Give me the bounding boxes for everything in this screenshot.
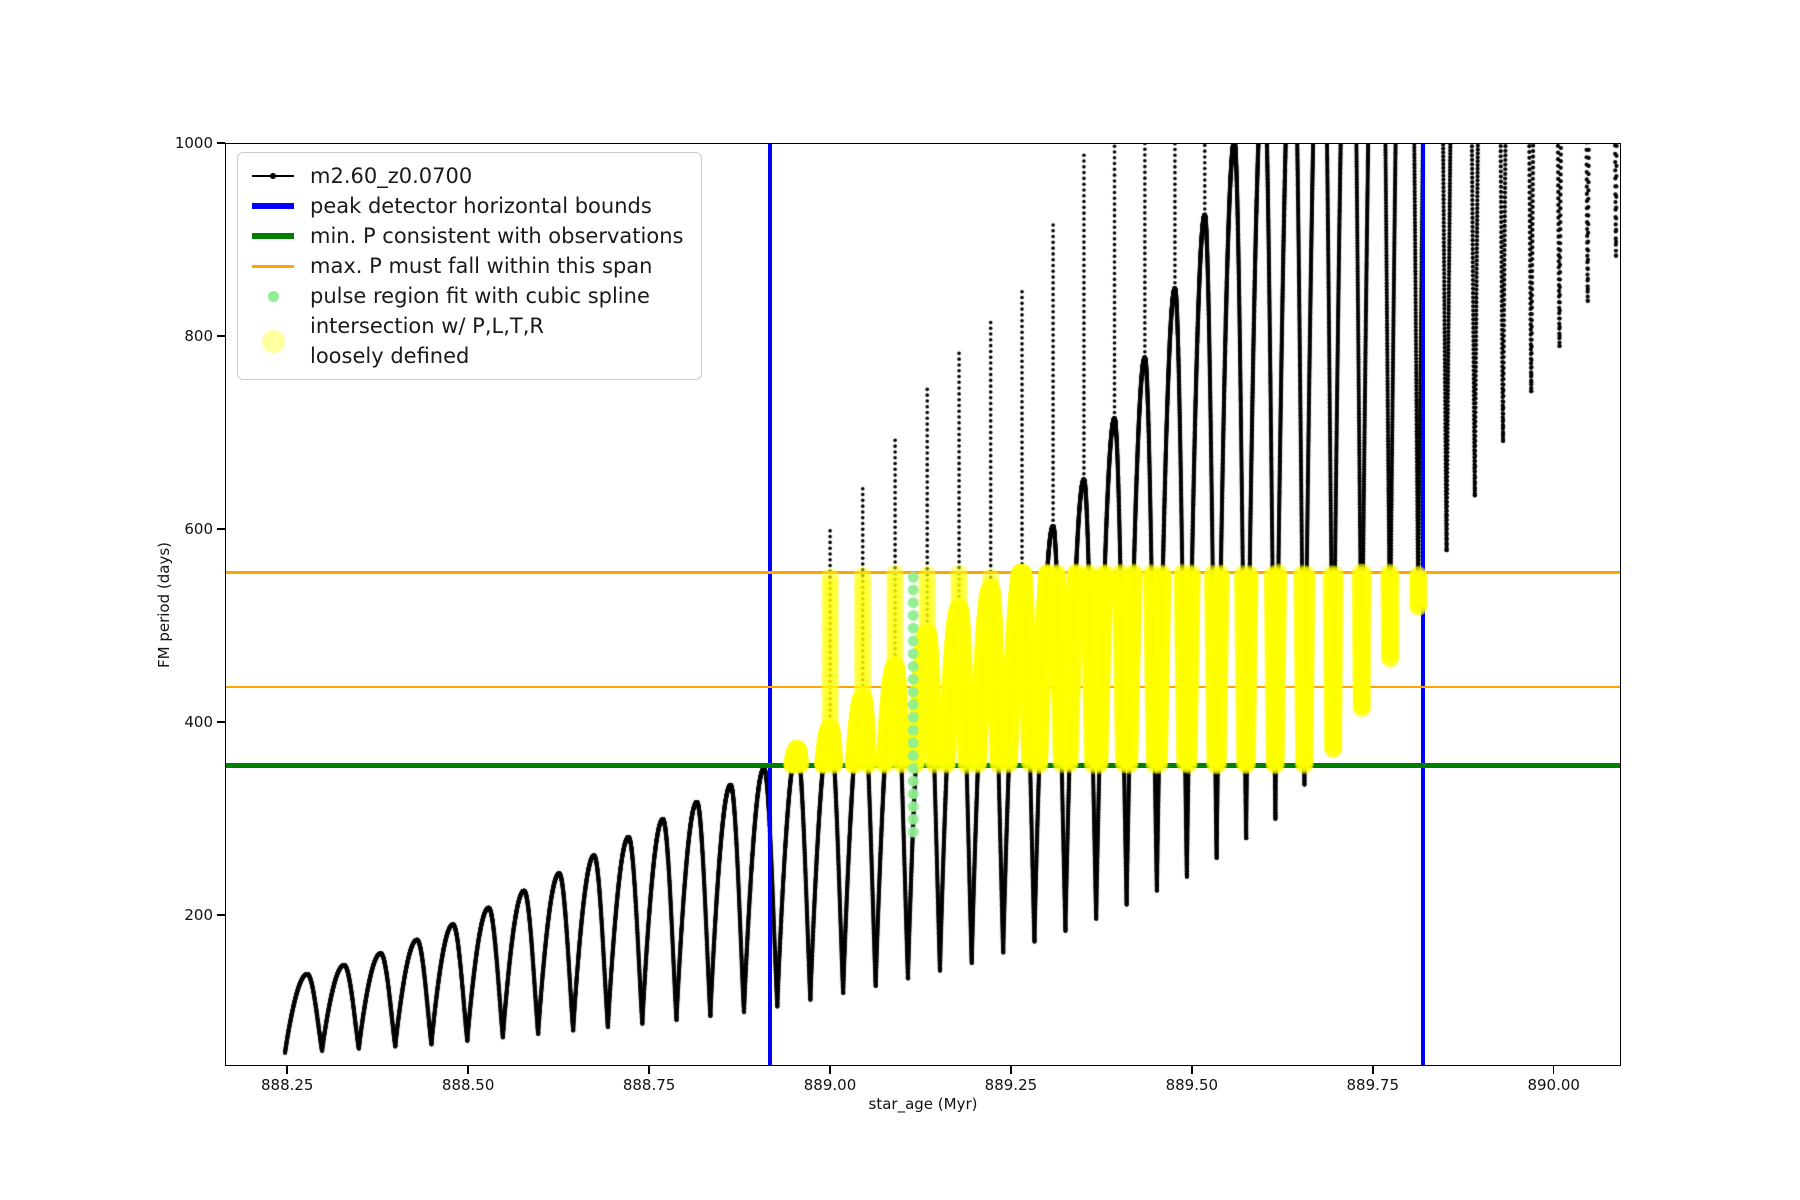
x-tick-label: 890.00	[1527, 1076, 1580, 1094]
y-tick-mark	[217, 914, 225, 916]
legend-swatch-line-marker-icon	[252, 173, 294, 179]
x-tick-label: 888.75	[622, 1076, 676, 1094]
y-tick-mark	[217, 142, 225, 144]
legend-item-4: pulse region fit with cubic spline	[252, 281, 683, 311]
x-tick-mark	[1371, 1066, 1374, 1074]
legend-item-0: m2.60_z0.0700	[252, 161, 683, 191]
x-tick-mark	[286, 1066, 289, 1074]
legend-label: min. P consistent with observations	[310, 224, 684, 248]
y-tick-mark	[217, 721, 225, 723]
x-tick-mark	[1552, 1066, 1555, 1074]
y-tick-label: 800	[184, 326, 213, 345]
legend-swatch-thick-line-icon	[252, 203, 294, 209]
legend-label: peak detector horizontal bounds	[310, 194, 652, 218]
x-tick-label: 889.25	[984, 1076, 1038, 1094]
legend-label: max. P must fall within this span	[310, 254, 653, 278]
x-tick-mark	[1191, 1066, 1193, 1074]
legend-swatch-thick-line-icon	[252, 233, 294, 239]
x-tick-mark	[1010, 1066, 1012, 1074]
x-tick-label: 888.25	[260, 1076, 314, 1094]
y-tick-label: 400	[184, 712, 213, 731]
legend-swatch-medium-line-icon	[252, 264, 294, 268]
x-tick-label: 889.00	[803, 1076, 857, 1094]
x-tick-label: 889.50	[1165, 1076, 1219, 1094]
legend-item-5: intersection w/ P,L,T,R loosely defined	[252, 311, 683, 371]
legend-item-3: max. P must fall within this span	[252, 251, 683, 281]
legend-item-2: min. P consistent with observations	[252, 221, 683, 251]
x-tick-label: 889.75	[1346, 1076, 1400, 1094]
x-tick-mark	[648, 1066, 650, 1074]
legend-swatch-small-dot-icon	[252, 290, 294, 302]
x-axis-label: star_age (Myr)	[868, 1095, 978, 1113]
y-tick-label: 1000	[174, 134, 213, 152]
x-tick-mark	[467, 1066, 469, 1074]
legend-label: m2.60_z0.0700	[310, 164, 473, 188]
legend-label: intersection w/ P,L,T,R loosely defined	[310, 314, 544, 368]
y-tick-mark	[217, 528, 225, 530]
y-tick-mark	[217, 335, 225, 337]
y-tick-label: 200	[184, 905, 213, 924]
legend-label: pulse region fit with cubic spline	[310, 284, 650, 308]
y-tick-label: 600	[184, 519, 213, 538]
y-axis-label: FM period (days)	[155, 541, 173, 668]
x-tick-label: 888.50	[441, 1076, 495, 1094]
plot-area	[225, 143, 1621, 1066]
x-tick-mark	[829, 1066, 831, 1074]
legend-item-1: peak detector horizontal bounds	[252, 191, 683, 221]
legend-swatch-large-dot-icon	[252, 329, 294, 353]
